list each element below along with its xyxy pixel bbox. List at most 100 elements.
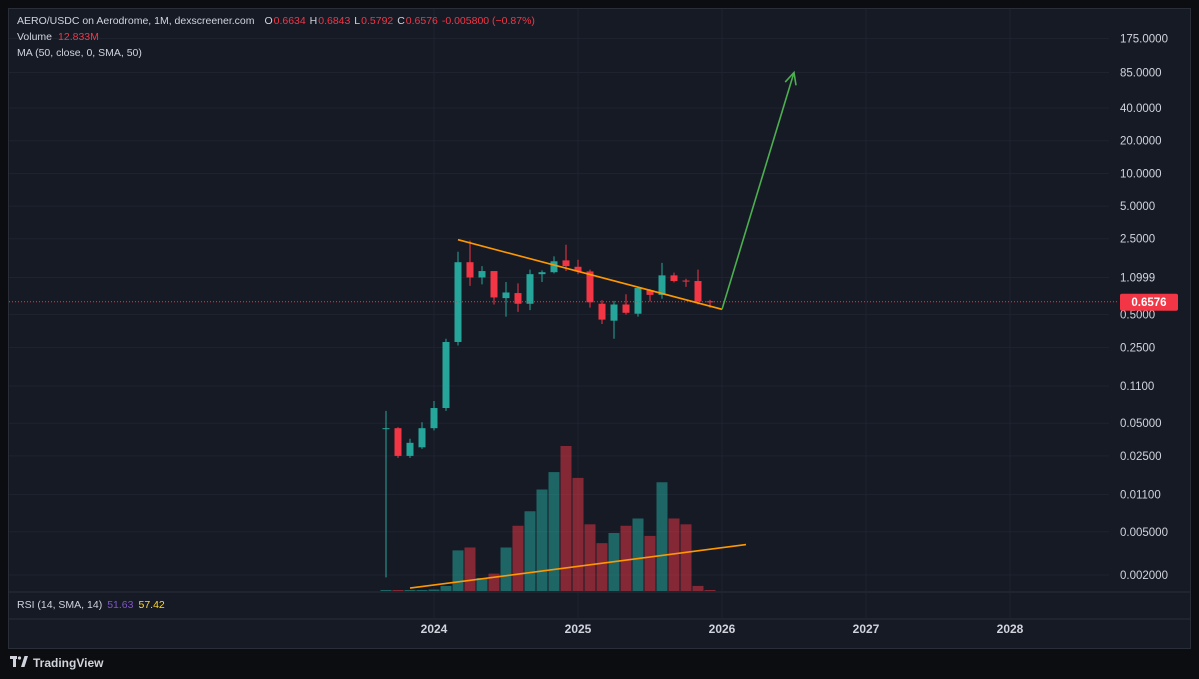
price-tick-label: 0.01100	[1120, 490, 1161, 502]
volume-trendline	[409, 543, 747, 589]
candle-body	[562, 260, 570, 267]
volume-bar	[560, 446, 572, 591]
volume-bar	[392, 590, 404, 591]
rsi-sma-value: 57.42	[138, 599, 165, 611]
candle-body	[382, 428, 390, 430]
current-price-badge-text: 0.6576	[1131, 297, 1166, 309]
candle-body	[526, 274, 534, 304]
candle-body	[538, 272, 546, 275]
candle-body	[454, 262, 462, 342]
current-price-badge	[1120, 293, 1178, 311]
price-tick-label: 2.5000	[1120, 234, 1155, 246]
price-tick-label: 1.0999	[1120, 272, 1155, 284]
volume-bar	[428, 589, 440, 591]
volume-bar	[536, 489, 548, 591]
rsi-label[interactable]: RSI (14, SMA, 14)	[17, 599, 103, 611]
candle-body	[478, 271, 486, 278]
volume-bar	[464, 547, 476, 591]
ma-legend: MA (50, close, 0, SMA, 50)	[17, 47, 142, 59]
volume-bar	[572, 477, 584, 591]
volume-bars	[380, 446, 716, 591]
time-tick-label: 2028	[997, 622, 1024, 636]
candle-body	[442, 341, 450, 409]
price-tick-label: 10.0000	[1120, 168, 1162, 180]
price-tick-label: 0.5000	[1120, 310, 1155, 322]
price-trendline	[457, 238, 723, 311]
price-tick-label: 0.002000	[1120, 570, 1168, 582]
change-value: -0.005800 (−0.87%)	[441, 15, 535, 27]
close-value: 0.6576	[405, 15, 438, 27]
price-tick-label: 20.0000	[1120, 136, 1162, 148]
time-tick-label: 2024	[421, 622, 448, 636]
volume-legend: Volume 12.833M	[17, 31, 99, 43]
volume-bar	[596, 543, 608, 591]
volume-bar	[644, 535, 656, 591]
candle-body	[658, 275, 666, 295]
candle-body	[622, 304, 630, 313]
volume-bar	[512, 525, 524, 591]
candle-body	[634, 287, 642, 314]
arrow-head-icon	[784, 70, 797, 86]
volume-value: 12.833M	[58, 31, 99, 43]
tradingview-brand-text: TradingView	[33, 656, 104, 670]
candle-body	[490, 271, 498, 298]
volume-bar	[524, 511, 536, 591]
price-axis[interactable]: 375.0000175.000085.000040.000020.000010.…	[1120, 9, 1178, 582]
volume-bar	[704, 590, 716, 591]
volume-bar	[440, 585, 452, 591]
volume-bar	[680, 524, 692, 591]
price-tick-label: 0.1100	[1120, 381, 1154, 393]
time-tick-label: 2026	[709, 622, 736, 636]
volume-bar	[452, 550, 464, 591]
time-tick-label: 2027	[853, 622, 880, 636]
volume-bar	[500, 547, 512, 591]
volume-bar	[632, 518, 644, 591]
candle-body	[694, 281, 702, 302]
candle-body	[682, 280, 690, 282]
overlays	[9, 70, 1119, 589]
volume-bar	[548, 472, 560, 591]
volume-bar	[404, 590, 416, 591]
candle-body	[418, 428, 426, 448]
price-tick-label: 0.05000	[1120, 418, 1162, 430]
price-tick-label: 0.02500	[1120, 451, 1162, 463]
tradingview-logo-icon	[10, 656, 28, 670]
price-tick-label: 40.0000	[1120, 103, 1162, 115]
candle-body	[406, 442, 414, 456]
volume-bar	[416, 590, 428, 591]
candle-body	[550, 261, 558, 273]
candle-body	[646, 290, 654, 295]
candle-body	[610, 304, 618, 321]
volume-bar	[620, 525, 632, 591]
price-tick-label: 0.2500	[1120, 342, 1155, 354]
volume-bar	[692, 585, 704, 591]
low-value: 0.5792	[361, 15, 394, 27]
volume-bar	[656, 482, 668, 591]
volume-label[interactable]: Volume	[17, 31, 53, 43]
candle-body	[598, 303, 606, 320]
time-tick-label: 2025	[565, 622, 592, 636]
price-tick-label: 5.0000	[1120, 201, 1155, 213]
rsi-legend: RSI (14, SMA, 14) 51.63 57.42	[17, 599, 165, 611]
ma-label[interactable]: MA (50, close, 0, SMA, 50)	[17, 47, 142, 59]
open-value: 0.6634	[273, 15, 306, 27]
rsi-value: 51.63	[107, 599, 134, 611]
time-axis[interactable]: 2024 2025 2026 2027 2028	[421, 622, 1024, 636]
tradingview-branding[interactable]: TradingView	[10, 655, 103, 671]
volume-bar	[380, 590, 392, 591]
candle-body	[586, 271, 594, 303]
price-tick-label: 0.005000	[1120, 527, 1168, 539]
candle-body	[466, 262, 474, 278]
candle-body	[706, 301, 714, 303]
price-chart[interactable]: 375.0000175.000085.000040.000020.000010.…	[9, 9, 1191, 649]
chart-frame: 375.0000175.000085.000040.000020.000010.…	[8, 8, 1191, 649]
candle-body	[502, 292, 510, 299]
candle-body	[670, 275, 678, 282]
candles	[382, 240, 714, 578]
candle-body	[430, 408, 438, 429]
symbol-title[interactable]: AERO/USDC on Aerodrome, 1M, dexscreener.…	[17, 15, 255, 27]
volume-bar	[584, 524, 596, 591]
candle-body	[514, 293, 522, 304]
candle-body	[394, 428, 402, 456]
arrow-line	[721, 72, 795, 310]
